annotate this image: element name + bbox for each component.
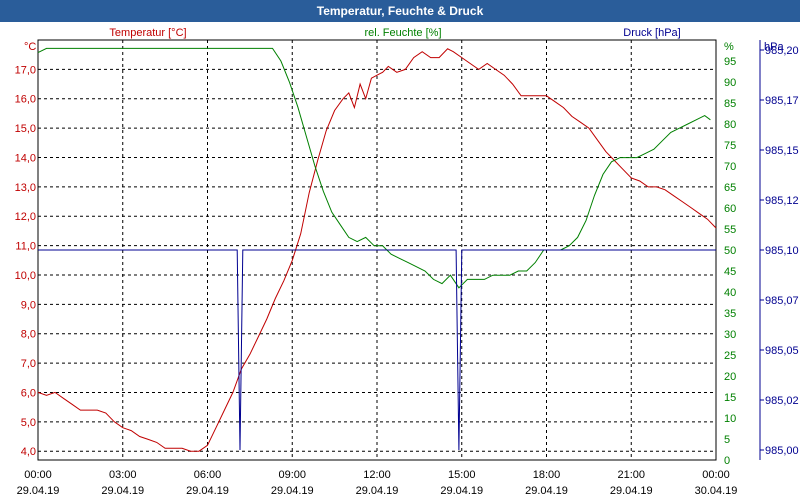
left-tick-label: 7,0 xyxy=(21,358,36,370)
x-axis: 00:00 29.04.19 03:00 29.04.19 06:00 29.04.19 0… xyxy=(17,469,738,497)
mid-axis-title: rel. Feuchte [%] xyxy=(364,27,441,39)
chart: 4,0 5,0 6,0 7,0 8,0 9,0 10,0 11,0 12,0 13,0 14,0 15… xyxy=(15,27,799,497)
right-tick-label: 985,02 xyxy=(765,395,799,407)
x-tick-date: 29.04.19 xyxy=(17,485,60,497)
mid-tick-label: 60 xyxy=(724,203,736,215)
x-tick-time: 00:00 xyxy=(702,469,730,481)
x-tick-date: 30.04.19 xyxy=(695,485,738,497)
right-tick-label: 985,07 xyxy=(765,295,799,307)
right-tick-label: 985,00 xyxy=(765,445,799,457)
x-tick-time: 06:00 xyxy=(194,469,222,481)
mid-tick-label: 90 xyxy=(724,77,736,89)
series-line xyxy=(37,48,717,452)
left-tick-label: 10,0 xyxy=(15,270,36,282)
right-axis-unit: hPa xyxy=(764,41,784,53)
x-tick-time: 03:00 xyxy=(109,469,137,481)
window-title: Temperatur, Feuchte & Druck xyxy=(0,0,800,22)
mid-tick-label: 40 xyxy=(724,287,736,299)
x-tick-date: 29.04.19 xyxy=(440,485,483,497)
left-tick-label: 15,0 xyxy=(15,123,36,135)
mid-tick-label: 0 xyxy=(724,455,730,467)
series-line xyxy=(38,249,716,451)
left-tick-label: 5,0 xyxy=(21,417,36,429)
left-tick-label: 16,0 xyxy=(15,94,36,106)
x-tick-time: 09:00 xyxy=(278,469,306,481)
mid-tick-label: 50 xyxy=(724,245,736,257)
mid-tick-label: 30 xyxy=(724,329,736,341)
mid-tick-label: 65 xyxy=(724,182,736,194)
x-tick-time: 21:00 xyxy=(617,469,645,481)
mid-tick-label: 35 xyxy=(724,308,736,320)
left-tick-label: 13,0 xyxy=(15,182,36,194)
series-line xyxy=(37,47,711,289)
x-tick-date: 29.04.19 xyxy=(186,485,229,497)
mid-tick-label: 20 xyxy=(724,371,736,383)
mid-tick-label: 5 xyxy=(724,434,730,446)
x-tick-date: 29.04.19 xyxy=(271,485,314,497)
left-tick-label: 17,0 xyxy=(15,64,36,76)
mid-tick-label: 25 xyxy=(724,350,736,362)
x-tick-date: 29.04.19 xyxy=(525,485,568,497)
left-tick-label: 14,0 xyxy=(15,152,36,164)
left-axis-title: Temperatur [°C] xyxy=(109,27,186,39)
left-tick-label: 11,0 xyxy=(15,241,36,253)
mid-tick-label: 15 xyxy=(724,392,736,404)
right-axis: 985,00 985,02 985,05 985,07 985,10 985,12 985,… xyxy=(760,45,799,457)
mid-tick-label: 10 xyxy=(724,413,736,425)
left-axis: 4,0 5,0 6,0 7,0 8,0 9,0 10,0 11,0 12,0 13,0 14,0 15… xyxy=(15,64,36,458)
mid-tick-label: 55 xyxy=(724,224,736,236)
left-tick-label: 4,0 xyxy=(21,446,36,458)
left-tick-label: 9,0 xyxy=(21,299,36,311)
right-tick-label: 985,10 xyxy=(765,245,799,257)
left-tick-label: 8,0 xyxy=(21,329,36,341)
mid-tick-label: 75 xyxy=(724,140,736,152)
x-tick-time: 18:00 xyxy=(533,469,561,481)
left-tick-label: 12,0 xyxy=(15,211,36,223)
left-tick-label: 6,0 xyxy=(21,387,36,399)
series-layer xyxy=(37,47,717,452)
mid-tick-label: 70 xyxy=(724,161,736,173)
mid-tick-label: 95 xyxy=(724,56,736,68)
x-tick-time: 15:00 xyxy=(448,469,476,481)
mid-axis-unit: % xyxy=(724,41,734,53)
mid-tick-label: 80 xyxy=(724,119,736,131)
mid-tick-label: 45 xyxy=(724,266,736,278)
x-tick-time: 12:00 xyxy=(363,469,391,481)
mid-axis: 0 5 10 15 20 25 30 35 40 45 50 55 60 65 70 75 80 85 90 95 xyxy=(724,56,736,467)
right-tick-label: 985,15 xyxy=(765,145,799,157)
right-tick-label: 985,12 xyxy=(765,195,799,207)
right-tick-label: 985,17 xyxy=(765,95,799,107)
x-tick-date: 29.04.19 xyxy=(610,485,653,497)
x-tick-time: 00:00 xyxy=(24,469,52,481)
right-axis-title: Druck [hPa] xyxy=(623,27,680,39)
mid-tick-label: 85 xyxy=(724,98,736,110)
x-tick-date: 29.04.19 xyxy=(356,485,399,497)
right-tick-label: 985,05 xyxy=(765,345,799,357)
left-axis-unit: °C xyxy=(24,41,36,53)
x-tick-date: 29.04.19 xyxy=(101,485,144,497)
right-tick-label: 985,20 xyxy=(765,45,799,57)
